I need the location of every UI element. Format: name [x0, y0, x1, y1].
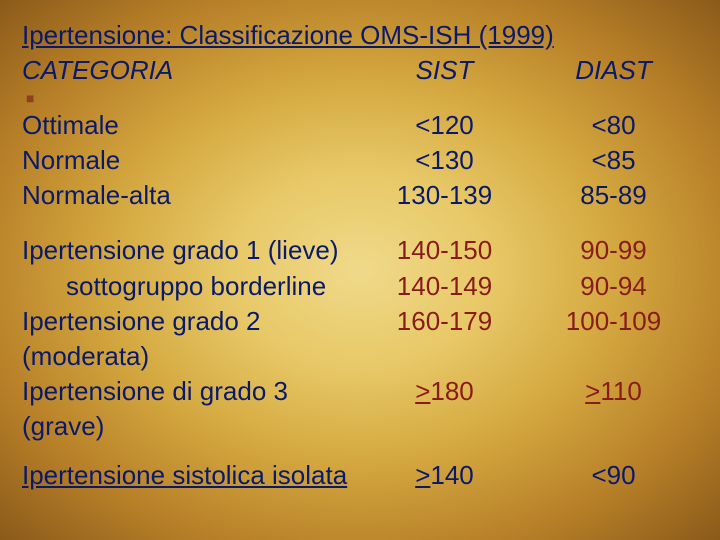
diast-value: <85	[529, 143, 698, 178]
cat-label: Ipertensione di grado 3 (grave)	[22, 374, 360, 444]
diast-value: 85-89	[529, 178, 698, 213]
diast-value: <90	[529, 458, 698, 493]
cat-label: Ottimale	[22, 108, 360, 143]
sist-value: >180	[360, 374, 529, 444]
sist-value: 140-150	[360, 233, 529, 268]
bullet-icon: ■	[22, 88, 698, 108]
table-row: Normale-alta 130-139 85-89	[22, 178, 698, 213]
table-row: Ipertensione di grado 3 (grave) >180 >11…	[22, 374, 698, 444]
table-row: Ottimale <120 <80	[22, 108, 698, 143]
sist-value: >140	[360, 458, 529, 493]
cat-label: Ipertensione grado 1 (lieve)	[22, 233, 360, 268]
sist-value: 130-139	[360, 178, 529, 213]
col-header-diast: DIAST	[529, 53, 698, 88]
spacer	[22, 213, 698, 233]
sist-value: <130	[360, 143, 529, 178]
table-row: Ipertensione grado 1 (lieve) 140-150 90-…	[22, 233, 698, 268]
diast-value: >110	[529, 374, 698, 444]
cat-label: sottogruppo borderline	[22, 269, 360, 304]
col-header-sist: SIST	[360, 53, 529, 88]
table-row: Ipertensione grado 2 (moderata) 160-179 …	[22, 304, 698, 374]
sist-value: 140-149	[360, 269, 529, 304]
table-row: Ipertensione sistolica isolata >140 <90	[22, 458, 698, 493]
title-row: Ipertensione: Classificazione OMS-ISH (1…	[22, 18, 698, 53]
sist-value: <120	[360, 108, 529, 143]
cat-label: Normale	[22, 143, 360, 178]
table-row: Normale <130 <85	[22, 143, 698, 178]
diast-value: 90-99	[529, 233, 698, 268]
spacer	[22, 444, 698, 458]
diast-value: <80	[529, 108, 698, 143]
col-header-category: CATEGORIA	[22, 53, 360, 88]
slide-title: Ipertensione: Classificazione OMS-ISH (1…	[22, 18, 554, 53]
cat-label: Ipertensione sistolica isolata	[22, 458, 360, 493]
sist-value: 160-179	[360, 304, 529, 374]
diast-value: 90-94	[529, 269, 698, 304]
header-row: CATEGORIA SIST DIAST	[22, 53, 698, 88]
table-row: sottogruppo borderline 140-149 90-94	[22, 269, 698, 304]
diast-value: 100-109	[529, 304, 698, 374]
cat-label: Normale-alta	[22, 178, 360, 213]
cat-label: Ipertensione grado 2 (moderata)	[22, 304, 360, 374]
